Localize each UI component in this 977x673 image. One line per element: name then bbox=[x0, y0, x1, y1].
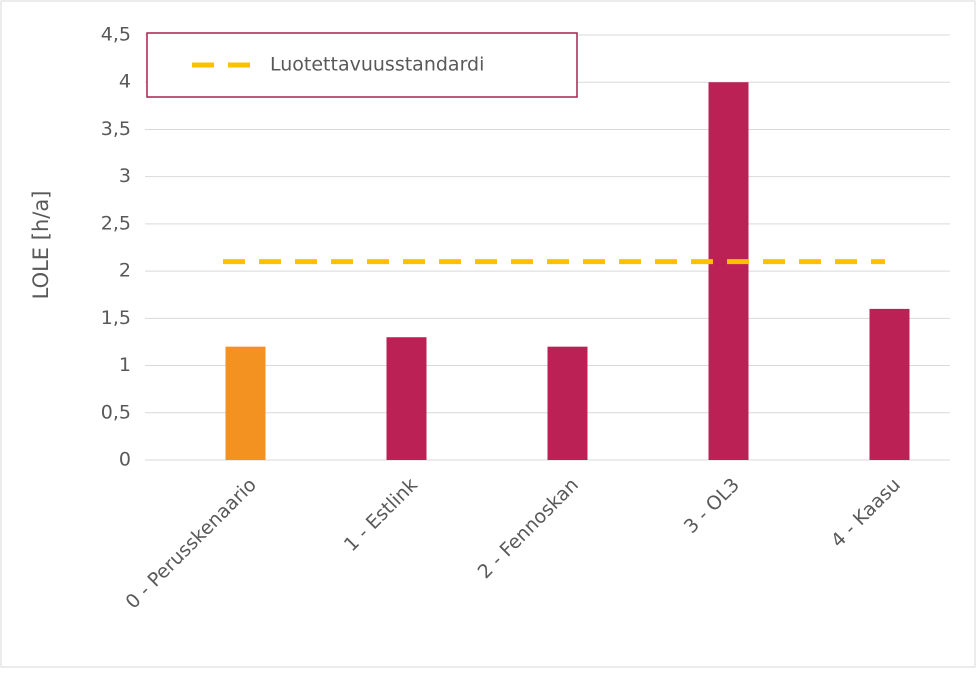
y-tick-label: 0,5 bbox=[101, 401, 131, 423]
y-axis-label: LOLE [h/a] bbox=[29, 191, 53, 300]
y-tick-label: 2 bbox=[119, 260, 131, 282]
bar bbox=[869, 308, 910, 460]
y-tick-label: 4 bbox=[119, 71, 131, 93]
bar bbox=[708, 82, 749, 460]
bar bbox=[547, 346, 588, 460]
y-tick-label: 2,5 bbox=[101, 212, 131, 234]
legend-label: Luotettavuusstandardi bbox=[270, 54, 484, 76]
bar bbox=[386, 337, 427, 460]
y-tick-label: 1,5 bbox=[101, 307, 131, 329]
y-tick-label: 3 bbox=[119, 165, 131, 187]
y-tick-label: 4,5 bbox=[101, 24, 131, 46]
bar bbox=[225, 346, 266, 460]
legend-box bbox=[146, 32, 578, 98]
y-tick-label: 1 bbox=[119, 354, 131, 376]
y-tick-label: 0 bbox=[119, 449, 131, 471]
y-tick-label: 3,5 bbox=[101, 118, 131, 140]
